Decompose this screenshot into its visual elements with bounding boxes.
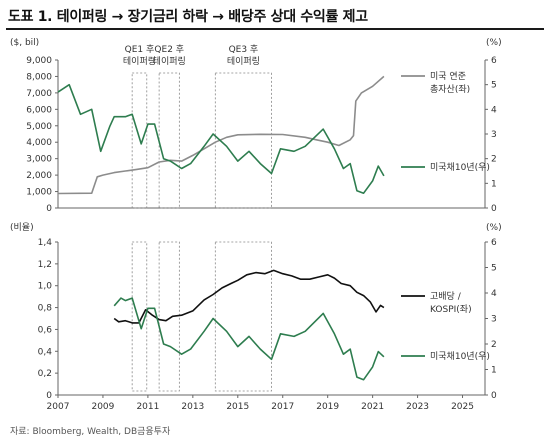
title-divider	[6, 28, 544, 30]
right-tick-label: 2	[491, 155, 497, 165]
x-tick-label: 2015	[226, 402, 249, 412]
right-tick-label: 1	[491, 366, 497, 376]
tapering-period-box	[131, 241, 148, 392]
series-line-right	[57, 83, 385, 194]
right-tick-label: 5	[491, 264, 497, 274]
left-tick-label: 5,000	[26, 122, 52, 132]
x-tick-label: 2021	[361, 402, 384, 412]
legend-label: 미국 연준	[430, 71, 466, 82]
left-tick-label: 0,2	[38, 369, 52, 379]
tapering-label: QE3 후	[229, 44, 259, 55]
left-tick-label: 0,8	[38, 304, 53, 314]
series-line-right	[113, 297, 385, 381]
left-tick-label: 0,4	[38, 347, 53, 357]
right-tick-label: 0	[491, 391, 497, 401]
bottom-left-unit: (비율)	[10, 222, 34, 233]
right-tick-label: 5	[491, 81, 497, 91]
legend-label: 총자산(좌)	[430, 84, 470, 95]
right-tick-label: 4	[491, 105, 497, 115]
right-tick-label: 1	[491, 179, 497, 189]
left-tick-label: 7,000	[26, 89, 52, 99]
x-tick-label: 2017	[271, 402, 294, 412]
left-tick-label: 9,000	[26, 56, 52, 66]
legend-label: 미국채10년(우)	[430, 351, 490, 362]
x-tick-label: 2023	[406, 402, 429, 412]
x-tick-label: 2025	[451, 402, 474, 412]
tapering-label: 테이퍼링	[153, 55, 186, 67]
bottom-panel: (비율) (%) 00,20,40,60,81,01,21,4 0123456 …	[10, 222, 502, 412]
chart-title: 도표 1. 테이퍼링 → 장기금리 하락 → 배당주 상대 수익률 제고	[8, 9, 368, 25]
left-tick-label: 1,0	[38, 282, 53, 292]
tapering-label: 테이퍼링	[123, 55, 156, 67]
top-right-unit: (%)	[486, 38, 502, 48]
left-tick-label: 0,6	[38, 325, 53, 335]
tapering-label: 테이퍼링	[227, 55, 260, 67]
series-line-left	[113, 269, 385, 324]
bottom-right-unit: (%)	[486, 223, 502, 233]
legend-label: KOSPI(좌)	[430, 304, 472, 315]
x-tick-label: 2007	[47, 402, 70, 412]
right-tick-label: 3	[491, 315, 497, 325]
right-tick-label: 3	[491, 130, 497, 140]
right-tick-label: 4	[491, 289, 497, 299]
tapering-period-box	[131, 72, 148, 209]
left-tick-label: 1,000	[26, 188, 52, 198]
tapering-period-box	[214, 72, 272, 209]
left-tick-label: 0	[46, 204, 52, 214]
legend-label: 미국채10년(우)	[430, 162, 490, 173]
left-tick-label: 2,000	[26, 171, 52, 181]
x-tick-label: 2009	[91, 402, 114, 412]
tapering-period-box	[158, 72, 180, 209]
tapering-label: QE2 후	[154, 44, 184, 55]
x-tick-label: 2013	[181, 402, 204, 412]
left-tick-label: 1,2	[38, 260, 52, 270]
source-note: 자료: Bloomberg, Wealth, DB금융투자	[10, 427, 171, 437]
tapering-label: QE1 후	[125, 44, 155, 55]
x-tick-label: 2019	[316, 402, 339, 412]
right-tick-label: 6	[491, 56, 497, 66]
right-tick-label: 6	[491, 238, 497, 248]
x-tick-label: 2011	[136, 402, 159, 412]
right-tick-label: 0	[491, 204, 497, 214]
left-tick-label: 3,000	[26, 155, 52, 165]
tapering-period-box	[214, 241, 272, 392]
series-line-left	[57, 75, 385, 195]
left-tick-label: 4,000	[26, 138, 52, 148]
right-tick-label: 2	[491, 340, 497, 350]
left-tick-label: 1,4	[38, 238, 53, 248]
left-tick-label: 0	[46, 391, 52, 401]
legend-label: 고배당 /	[430, 291, 462, 302]
left-tick-label: 6,000	[26, 105, 52, 115]
left-tick-label: 8,000	[26, 72, 52, 82]
top-left-unit: ($, bil)	[10, 38, 39, 48]
